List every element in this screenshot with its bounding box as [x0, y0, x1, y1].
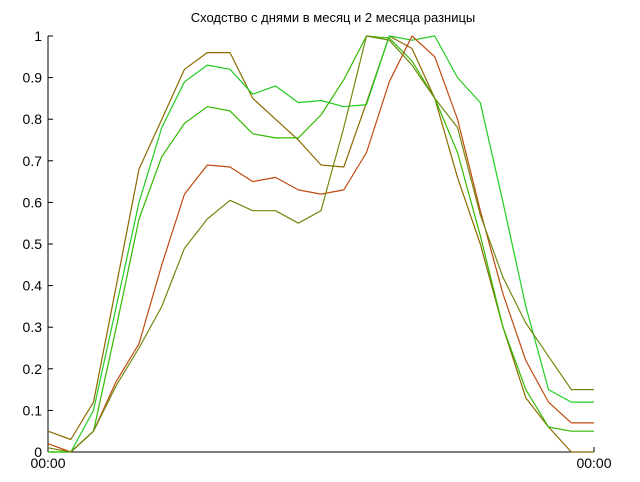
- y-tick-label: 0.9: [23, 70, 43, 86]
- chart-title: Сходство с днями в месяц и 2 месяца разн…: [191, 10, 476, 25]
- series-line-2: [48, 35, 594, 453]
- y-tick-label: 0.1: [23, 402, 43, 418]
- y-tick-label: 0.5: [23, 236, 43, 252]
- series-line-3: [48, 35, 594, 453]
- y-tick-label: 0.8: [23, 111, 43, 127]
- x-tick-label: 00:00: [576, 455, 611, 471]
- y-tick-label: 1: [34, 28, 42, 44]
- series-line-4: [47, 35, 594, 453]
- y-tick-label: 0.4: [23, 278, 43, 294]
- y-tick-label: 0.3: [23, 319, 43, 335]
- y-tick-label: 0.2: [23, 361, 43, 377]
- y-tick-label: 0.7: [23, 153, 43, 169]
- series-lines: [47, 35, 594, 453]
- y-tick-label: 0: [34, 444, 42, 460]
- series-line-5: [47, 35, 594, 453]
- axes: 0 0.1 0.2 0.3 0.4 0.5 0.6 0.7 0.8 0.9 1 00:00 00:00: [23, 28, 612, 471]
- x-tick-label: 00:00: [30, 455, 65, 471]
- y-tick-label: 0.6: [23, 194, 43, 210]
